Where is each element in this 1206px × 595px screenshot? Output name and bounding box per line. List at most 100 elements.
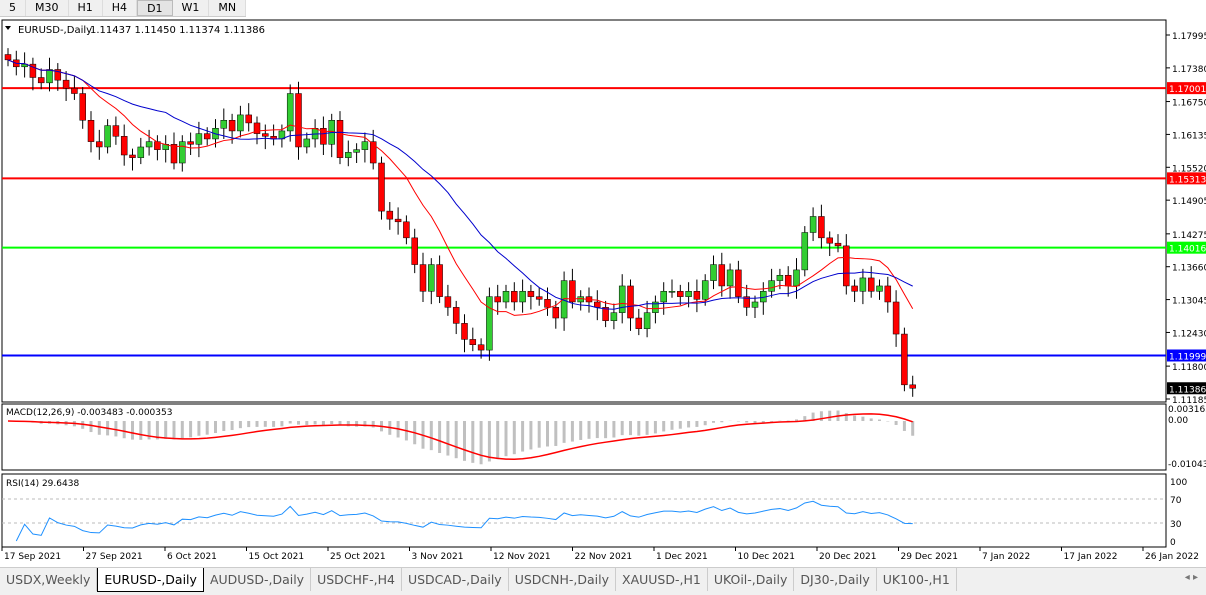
- candle: [851, 285, 858, 292]
- candle: [320, 128, 327, 145]
- date-label: 29 Dec 2021: [901, 552, 959, 562]
- candle: [909, 384, 916, 389]
- candle: [303, 138, 311, 148]
- dropdown-arrow-icon[interactable]: [5, 26, 11, 30]
- timeframe-MN[interactable]: MN: [209, 0, 247, 16]
- date-label: 1 Dec 2021: [656, 552, 708, 562]
- date-label: 26 Jan 2022: [1145, 552, 1199, 562]
- candle: [519, 291, 526, 303]
- candle: [685, 291, 692, 297]
- candle: [552, 307, 560, 319]
- chart-tab[interactable]: XAUUSD-,H1: [616, 568, 708, 591]
- timeframe-M30[interactable]: M30: [26, 0, 69, 16]
- date-label: 17 Sep 2021: [4, 552, 61, 562]
- macd-pane[interactable]: [1, 403, 1167, 471]
- rsi-tick-label: 100: [1170, 478, 1187, 488]
- candle: [602, 307, 609, 321]
- candle: [751, 301, 759, 308]
- candle: [129, 154, 136, 158]
- candle: [876, 285, 883, 292]
- main-pane[interactable]: [1, 19, 1167, 403]
- candle: [62, 79, 70, 89]
- rsi-pane[interactable]: [1, 473, 1167, 548]
- rsi-line: [15, 500, 913, 542]
- rsi-tick-label: 0: [1170, 538, 1176, 548]
- timeframe-H1[interactable]: H1: [69, 0, 103, 16]
- candle: [867, 277, 875, 292]
- candle: [394, 218, 402, 223]
- candle: [726, 269, 734, 287]
- date-label: 7 Jan 2022: [982, 552, 1030, 562]
- date-label: 25 Oct 2021: [330, 552, 386, 562]
- candle: [237, 114, 244, 132]
- candle: [527, 291, 535, 297]
- candle: [544, 299, 551, 308]
- price-tick-label: 1.11185: [1172, 396, 1206, 406]
- candle: [96, 141, 103, 148]
- candle: [826, 237, 833, 244]
- candle: [660, 291, 667, 303]
- candle: [776, 275, 784, 281]
- hline-price-label: 1.17001: [1169, 85, 1206, 95]
- candle: [71, 87, 78, 94]
- rsi-label: RSI(14) 29.6438: [6, 479, 79, 489]
- timeframe-H4[interactable]: H4: [103, 0, 138, 16]
- candle: [104, 125, 111, 148]
- candle: [610, 312, 618, 321]
- candle: [710, 264, 717, 281]
- candle: [353, 149, 360, 153]
- candle: [336, 120, 344, 158]
- price-tick-label: 1.13660: [1172, 264, 1206, 274]
- price-tick-label: 1.14275: [1172, 231, 1206, 241]
- chart-tab[interactable]: USDCAD-,Daily: [402, 568, 509, 591]
- candle: [735, 269, 742, 297]
- chart-tab[interactable]: UK100-,H1: [877, 568, 957, 591]
- date-label: 22 Nov 2021: [575, 552, 633, 562]
- price-tick-label: 1.16135: [1172, 131, 1206, 141]
- timeframe-W1[interactable]: W1: [173, 0, 210, 16]
- candle: [54, 69, 62, 81]
- chart-tab[interactable]: USDCHF-,H4: [311, 568, 402, 591]
- price-label-bg: [1167, 241, 1206, 254]
- candle: [569, 280, 576, 303]
- candle: [120, 136, 128, 156]
- candle: [170, 144, 178, 164]
- timeframe-5[interactable]: 5: [0, 0, 26, 16]
- candle: [677, 291, 684, 297]
- chart-tab[interactable]: USDCNH-,Daily: [509, 568, 617, 591]
- date-label: 20 Dec 2021: [819, 552, 877, 562]
- timeframe-D1[interactable]: D1: [137, 0, 173, 16]
- candle: [444, 296, 452, 308]
- date-label: 17 Jan 2022: [1064, 552, 1118, 562]
- candle: [37, 77, 45, 84]
- chart-tab[interactable]: EURUSD-,Daily: [97, 568, 204, 592]
- candle: [768, 280, 775, 292]
- date-label: 10 Dec 2021: [738, 552, 796, 562]
- candle: [29, 63, 37, 78]
- chart-tab[interactable]: UKOil-,Daily: [708, 568, 795, 591]
- candle: [203, 133, 211, 140]
- candle: [818, 216, 825, 239]
- price-label-bg: [1167, 349, 1206, 362]
- date-label: 12 Nov 2021: [493, 552, 551, 562]
- chart-tab[interactable]: AUDUSD-,Daily: [204, 568, 312, 591]
- candle: [179, 141, 186, 164]
- candle: [793, 269, 800, 287]
- candle: [4, 54, 12, 61]
- candle: [577, 296, 584, 303]
- date-label: 27 Sep 2021: [86, 552, 143, 562]
- chart-window[interactable]: 1.17995 1.17380 1.16750 1.16135 1.15520 1.149…: [0, 18, 1206, 568]
- candle: [436, 264, 443, 297]
- symbol-title: EURUSD-,Daily: [18, 25, 92, 36]
- candle: [668, 291, 676, 293]
- candle: [137, 146, 145, 158]
- hline-price-label: 1.14016: [1169, 245, 1206, 255]
- tab-scroll-arrows-icon[interactable]: ◂ ▸: [1184, 572, 1198, 583]
- price-tick-label: 1.15520: [1172, 164, 1206, 174]
- moving-average-line: [7, 59, 913, 310]
- candle: [859, 277, 867, 292]
- chart-tab[interactable]: DJ30-,Daily: [794, 568, 877, 591]
- chart-tab[interactable]: USDX,Weekly: [0, 568, 98, 591]
- candle: [693, 291, 701, 300]
- candle: [46, 69, 53, 84]
